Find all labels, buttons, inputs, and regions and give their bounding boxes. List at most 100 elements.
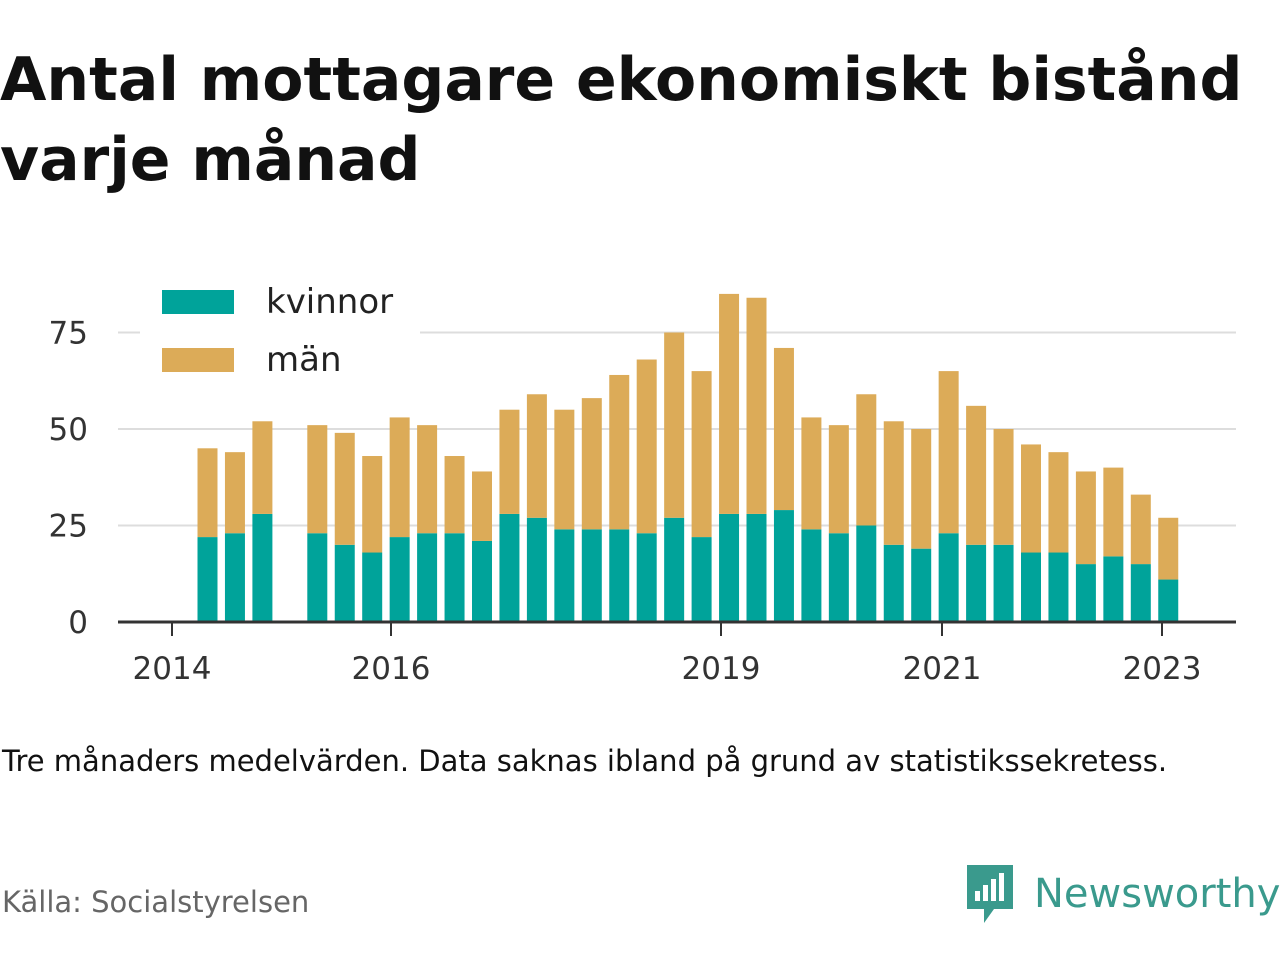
bar-kvinnor — [472, 540, 492, 622]
bar-kvinnor — [307, 533, 328, 622]
bar-man — [856, 394, 877, 526]
bar-man — [526, 394, 547, 518]
bar-kvinnor — [197, 537, 218, 622]
bar-kvinnor — [389, 537, 410, 622]
bar-group — [307, 425, 328, 622]
bar-kvinnor — [252, 513, 273, 622]
bar-kvinnor — [719, 513, 740, 622]
bar-man — [883, 421, 904, 545]
bar-man — [472, 471, 492, 541]
chart: 0 25 50 75 2014 2016 2019 2021 2023 kvinnor män — [48, 278, 1236, 687]
bar-man — [801, 417, 822, 530]
bar-group — [581, 398, 602, 622]
bar-man — [966, 405, 987, 545]
bar-kvinnor — [911, 548, 932, 622]
bar-group — [966, 405, 987, 622]
bar-kvinnor — [1021, 552, 1041, 622]
bar-group — [1130, 494, 1151, 622]
x-tick-label: 2021 — [903, 651, 982, 687]
bar-group — [911, 429, 932, 622]
bar-group — [472, 471, 492, 622]
bar-man — [828, 425, 849, 534]
bar-group — [883, 421, 904, 622]
bar-group — [444, 456, 465, 622]
bar-group — [1021, 444, 1041, 622]
bar-kvinnor — [362, 552, 383, 622]
bar-group — [197, 448, 218, 622]
brand-name: Newsworthy — [1034, 871, 1280, 917]
bar-kvinnor — [499, 513, 520, 622]
bar-man — [554, 409, 575, 530]
bar-man — [1075, 471, 1096, 565]
x-tick-label: 2019 — [682, 651, 761, 687]
bar-man — [499, 409, 520, 514]
bar-kvinnor — [1158, 579, 1179, 622]
bar-group — [362, 456, 383, 622]
chart-title: Antal mottagare ekonomiskt bistånd varje… — [0, 45, 1243, 195]
bar-kvinnor — [1048, 552, 1069, 622]
bar-man — [691, 371, 712, 538]
bar-man — [1021, 444, 1041, 553]
bar-man — [1158, 517, 1179, 580]
bar-kvinnor — [801, 529, 822, 622]
bar-man — [197, 448, 218, 538]
bar-man — [609, 374, 630, 530]
bar-group — [334, 432, 355, 622]
bar-kvinnor — [828, 533, 849, 622]
bar-man — [224, 452, 245, 534]
bar-group — [609, 374, 630, 622]
x-tick-label: 2016 — [352, 651, 431, 687]
bar-group — [224, 452, 245, 622]
bar-group — [554, 409, 575, 622]
bar-group — [526, 394, 547, 622]
bar-kvinnor — [1130, 564, 1151, 622]
legend: kvinnor män — [140, 278, 420, 390]
bar-group — [746, 297, 767, 622]
bar-group — [1158, 517, 1179, 622]
source-label: Källa: Socialstyrelsen — [2, 885, 310, 919]
bar-man — [252, 421, 273, 514]
bar-man — [362, 456, 383, 553]
bar-kvinnor — [938, 533, 959, 622]
bar-kvinnor — [773, 510, 794, 622]
legend-swatch — [162, 290, 234, 314]
bar-kvinnor — [691, 537, 712, 622]
bar-group — [636, 359, 657, 622]
bar-kvinnor — [581, 529, 602, 622]
bar-group — [1075, 471, 1096, 622]
bar-kvinnor — [883, 544, 904, 622]
y-axis-ticks: 0 25 50 75 — [49, 316, 88, 642]
x-axis: 2014 2016 2019 2021 2023 — [118, 620, 1236, 687]
bar-group — [938, 371, 959, 622]
newsworthy-logo: Newsworthy — [964, 862, 1280, 926]
bar-group — [417, 425, 438, 622]
bar-kvinnor — [993, 544, 1014, 622]
x-tick-label: 2014 — [133, 651, 212, 687]
bar-kvinnor — [526, 517, 547, 622]
bar-group — [993, 429, 1014, 622]
bar-man — [417, 425, 438, 534]
y-tick-label: 25 — [49, 509, 88, 545]
bar-man — [1048, 452, 1069, 553]
bar-man — [444, 456, 465, 534]
bar-man — [911, 429, 932, 549]
legend-label: kvinnor — [266, 282, 393, 322]
bar-man — [636, 359, 657, 534]
bar-man — [773, 347, 794, 511]
bar-group — [856, 394, 877, 622]
bar-man — [938, 371, 959, 534]
bar-kvinnor — [609, 529, 630, 622]
y-tick-label: 50 — [49, 412, 88, 448]
bar-group — [1048, 452, 1069, 622]
bar-kvinnor — [224, 533, 245, 622]
bar-kvinnor — [636, 533, 657, 622]
bar-group — [664, 332, 685, 622]
bar-man — [1103, 467, 1124, 557]
bar-group — [828, 425, 849, 622]
bar-kvinnor — [856, 525, 877, 622]
bar-group — [499, 409, 520, 622]
bar-group — [801, 417, 822, 622]
bar-man — [581, 398, 602, 530]
bar-group — [389, 417, 410, 622]
bar-man — [1130, 494, 1151, 565]
